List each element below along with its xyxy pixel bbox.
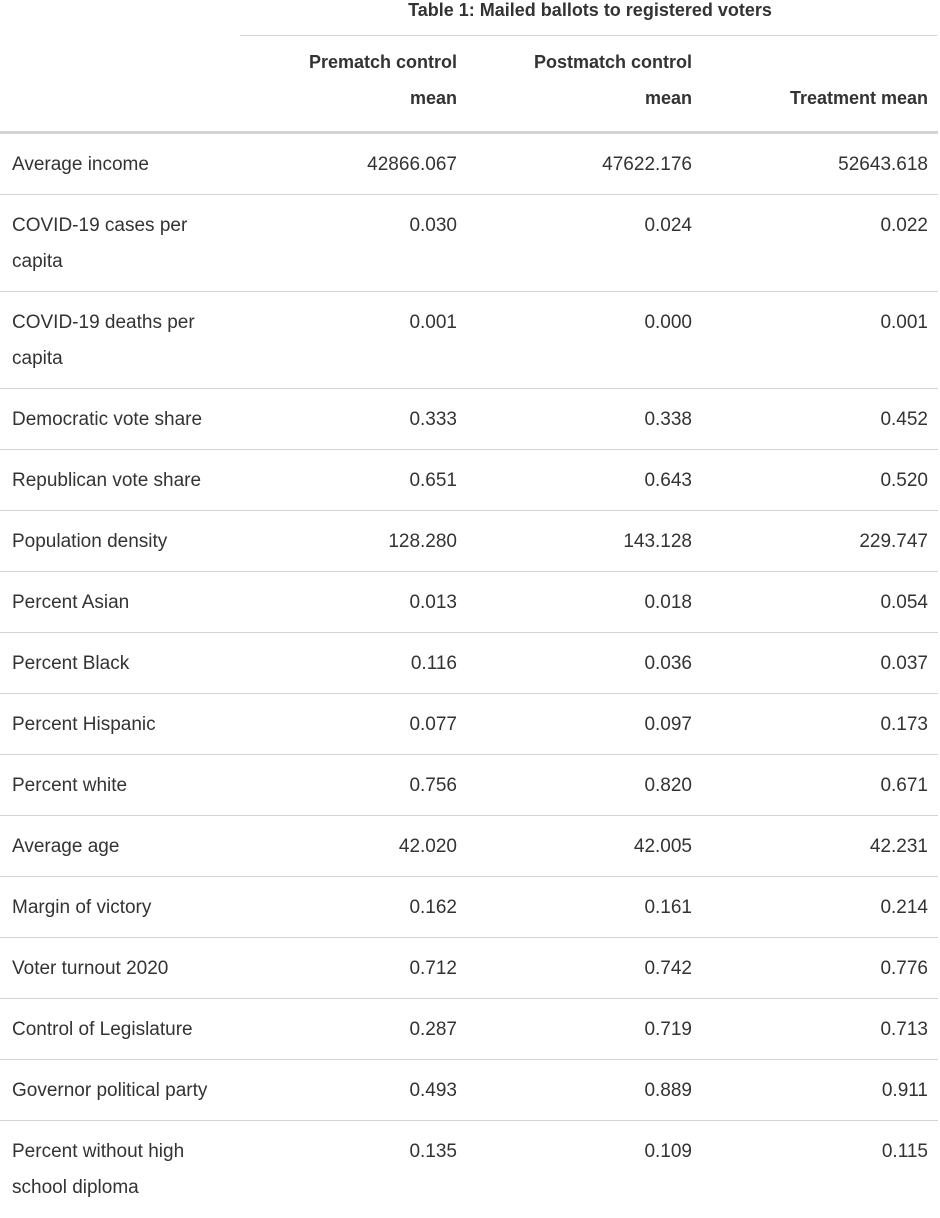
postmatch-value: 0.820	[644, 775, 692, 796]
treatment-value: 0.173	[880, 714, 928, 735]
prematch-value: 0.077	[409, 714, 457, 735]
prematch-value: 0.712	[409, 958, 457, 979]
treatment-value: 0.037	[880, 653, 928, 674]
postmatch-value: 0.889	[644, 1080, 692, 1101]
prematch-value: 42.020	[398, 836, 457, 857]
table-row: Control of Legislature 0.287 0.719 0.713	[0, 999, 938, 1060]
treatment-value: 0.214	[880, 897, 928, 918]
table-row: COVID-19 cases per capita 0.030 0.024 0.…	[0, 195, 938, 292]
table-title: Table 1: Mailed ballots to registered vo…	[408, 0, 772, 20]
prematch-value: 0.013	[409, 592, 457, 613]
table-row: Population density 128.280 143.128 229.7…	[0, 511, 938, 572]
header-treatment-mean: Treatment mean	[789, 88, 928, 108]
postmatch-value: 42.005	[633, 836, 692, 857]
row-label: Percent Hispanic	[12, 714, 156, 735]
postmatch-value: 0.161	[644, 897, 692, 918]
postmatch-value: 143.128	[623, 531, 692, 552]
treatment-value: 0.776	[880, 958, 928, 979]
row-label: Average age	[12, 836, 120, 857]
table-row: Percent without high school diploma 0.13…	[0, 1121, 938, 1218]
header-prematch-control-mean: Prematch control mean	[308, 52, 457, 108]
treatment-value: 0.115	[881, 1141, 928, 1162]
table-row: Percent Hispanic 0.077 0.097 0.173	[0, 694, 938, 755]
postmatch-value: 0.097	[644, 714, 692, 735]
row-label: Democratic vote share	[12, 409, 203, 430]
treatment-value: 42.231	[869, 836, 928, 857]
header-divider	[0, 131, 938, 134]
title-divider	[240, 35, 937, 36]
prematch-value: 0.333	[409, 409, 457, 430]
table-row: Democratic vote share 0.333 0.338 0.452	[0, 389, 938, 450]
postmatch-value: 0.024	[644, 215, 692, 236]
prematch-value: 0.001	[409, 312, 457, 333]
postmatch-value: 0.742	[644, 958, 692, 979]
row-label: Governor political party	[12, 1080, 208, 1101]
table-row: Percent white 0.756 0.820 0.671	[0, 755, 938, 816]
row-label: Population density	[12, 531, 168, 552]
postmatch-value: 0.109	[644, 1141, 692, 1162]
prematch-value: 0.493	[409, 1080, 457, 1101]
row-label: Percent white	[12, 775, 128, 796]
postmatch-value: 0.719	[644, 1019, 692, 1040]
treatment-value: 0.054	[880, 592, 928, 613]
row-label: Average income	[12, 154, 149, 175]
row-label: Republican vote share	[12, 470, 202, 491]
row-label: Percent without high school diploma	[12, 1141, 185, 1198]
prematch-value: 42866.067	[367, 154, 457, 175]
table-row: Republican vote share 0.651 0.643 0.520	[0, 450, 938, 511]
treatment-value: 52643.618	[838, 154, 928, 175]
table-row: Voter turnout 2020 0.712 0.742 0.776	[0, 938, 938, 999]
row-label: Percent Black	[12, 653, 130, 674]
prematch-value: 0.116	[410, 653, 457, 674]
row-label: COVID-19 deaths per capita	[12, 312, 195, 369]
prematch-value: 0.287	[409, 1019, 457, 1040]
treatment-value: 0.452	[880, 409, 928, 430]
table-header: Prematch control mean Postmatch control …	[0, 36, 938, 131]
row-label: Voter turnout 2020	[12, 958, 169, 979]
postmatch-value: 0.000	[644, 312, 692, 333]
treatment-value: 229.747	[859, 531, 928, 552]
table-row: Governor political party 0.493 0.889 0.9…	[0, 1060, 938, 1121]
treatment-value: 0.520	[880, 470, 928, 491]
prematch-value: 0.135	[409, 1141, 457, 1162]
treatment-value: 0.713	[880, 1019, 928, 1040]
postmatch-value: 0.338	[644, 409, 692, 430]
row-label: Margin of victory	[12, 897, 152, 918]
treatment-value: 0.671	[880, 775, 928, 796]
table-body: Average income 42866.067 47622.176 52643…	[0, 134, 938, 1218]
table-row: COVID-19 deaths per capita 0.001 0.000 0…	[0, 292, 938, 389]
prematch-value: 128.280	[388, 531, 457, 552]
prematch-value: 0.162	[409, 897, 457, 918]
row-label: Control of Legislature	[12, 1019, 193, 1040]
header-postmatch-control-mean: Postmatch control mean	[533, 52, 692, 108]
table-row: Percent Asian 0.013 0.018 0.054	[0, 572, 938, 633]
postmatch-value: 0.018	[644, 592, 692, 613]
treatment-value: 0.001	[880, 312, 928, 333]
table-row: Percent Black 0.116 0.036 0.037	[0, 633, 938, 694]
treatment-value: 0.022	[880, 215, 928, 236]
table-row: Average income 42866.067 47622.176 52643…	[0, 134, 938, 195]
prematch-value: 0.756	[409, 775, 457, 796]
row-label: COVID-19 cases per capita	[12, 215, 188, 272]
table-row: Average age 42.020 42.005 42.231	[0, 816, 938, 877]
treatment-value: 0.911	[881, 1080, 928, 1101]
postmatch-value: 47622.176	[602, 154, 692, 175]
table-row: Margin of victory 0.162 0.161 0.214	[0, 877, 938, 938]
row-label: Percent Asian	[12, 592, 130, 613]
prematch-value: 0.651	[409, 470, 457, 491]
postmatch-value: 0.643	[644, 470, 692, 491]
prematch-value: 0.030	[409, 215, 457, 236]
postmatch-value: 0.036	[644, 653, 692, 674]
